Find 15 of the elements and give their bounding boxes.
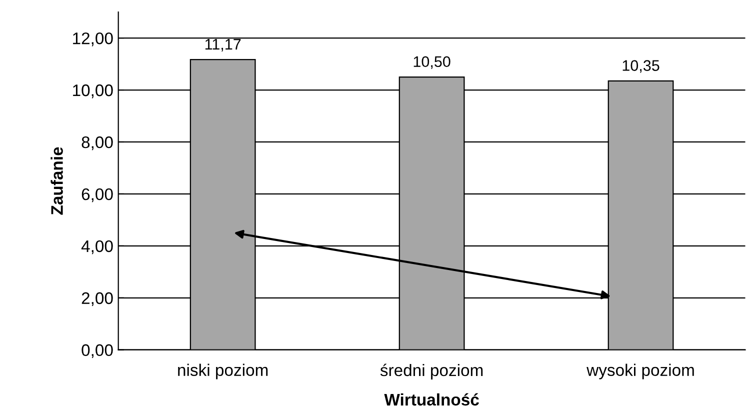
x-tick-label: wysoki poziom: [586, 364, 694, 380]
y-tick-label: 10,00: [73, 84, 113, 98]
y-tick-label: 2,00: [82, 292, 113, 306]
y-tick-label: 0,00: [82, 344, 113, 358]
data-label: 10,35: [622, 60, 660, 73]
y-tick-label: 4,00: [81, 240, 113, 254]
y-tick-label: 8,00: [82, 136, 113, 150]
data-label: 11,17: [205, 38, 241, 52]
data-label: 10,50: [414, 56, 450, 69]
x-tick-label: niski poziom: [178, 364, 268, 380]
y-tick-label: 12,00: [73, 32, 113, 46]
x-axis-title: Wirtualność: [384, 393, 479, 406]
y-axis-title: Zaufanie: [50, 147, 63, 215]
x-tick-label: średni poziom: [380, 364, 483, 380]
y-tick-label: 6,00: [82, 188, 113, 202]
